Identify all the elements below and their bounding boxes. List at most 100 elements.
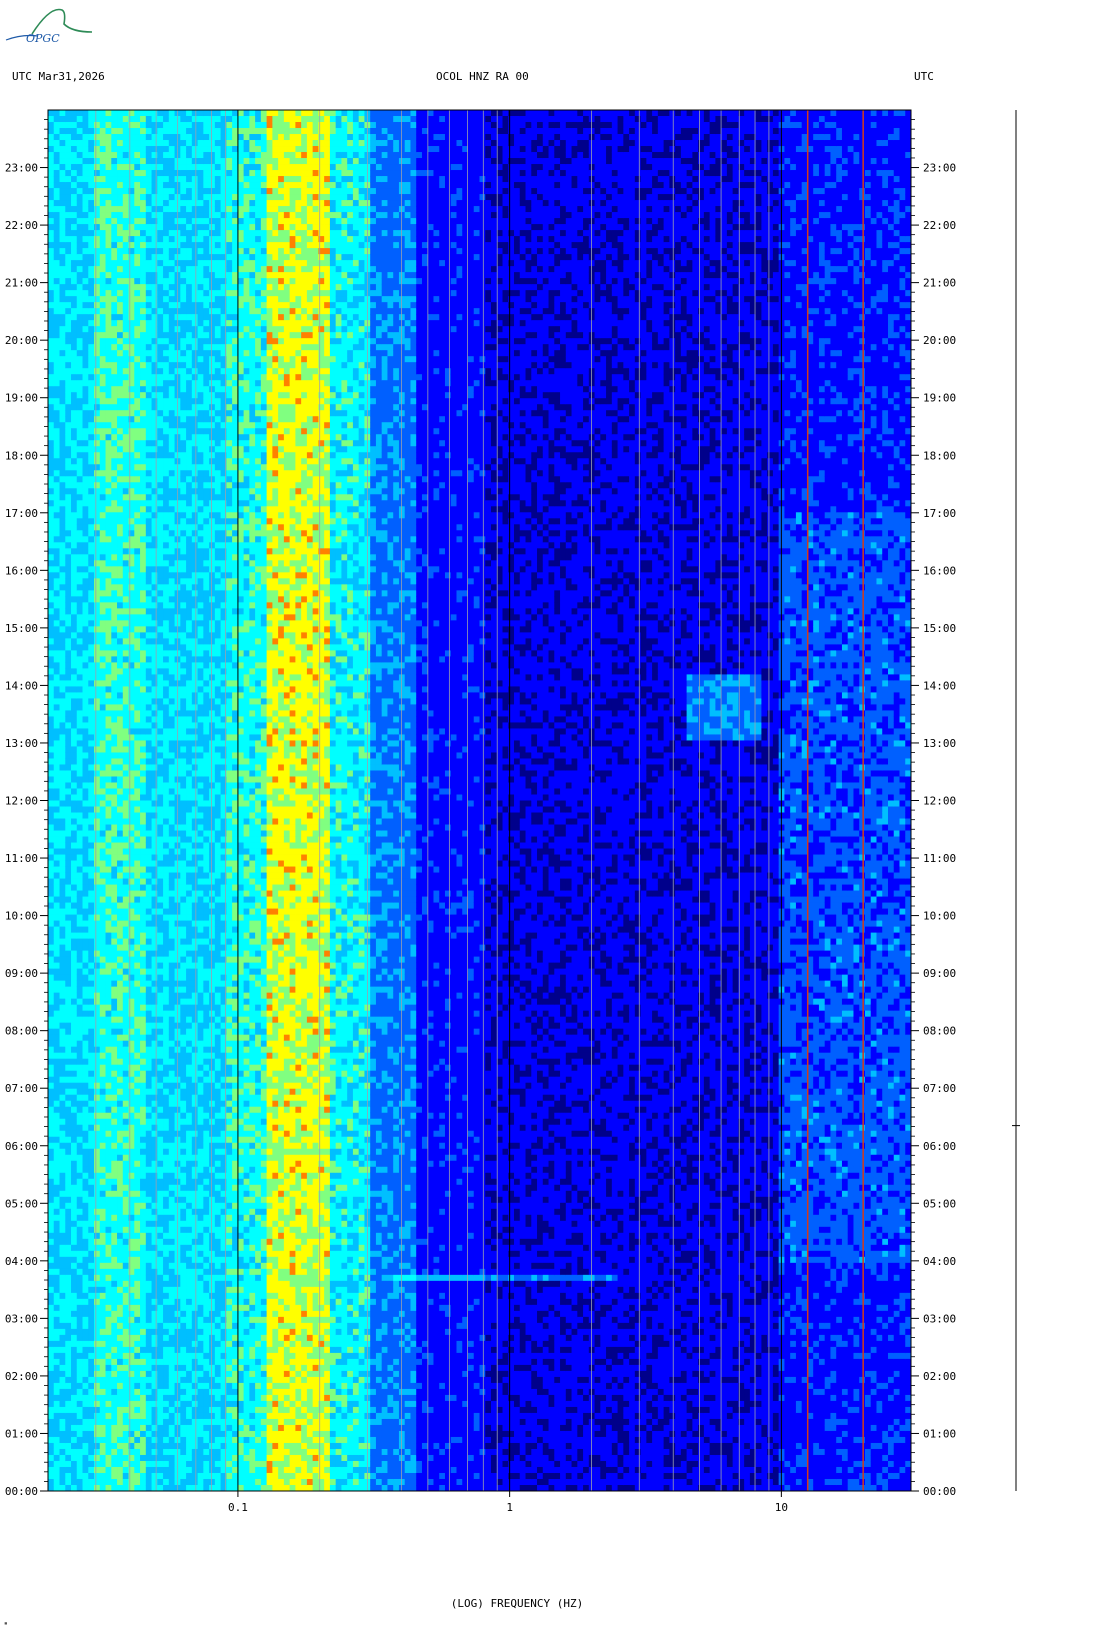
heatmap-cell	[76, 1370, 83, 1378]
heatmap-cell	[76, 500, 83, 507]
heatmap-cell	[88, 1472, 95, 1480]
heatmap-cell	[99, 1400, 106, 1408]
heatmap-cell	[65, 686, 72, 693]
heatmap-cell	[59, 620, 66, 627]
heatmap-cell	[157, 1100, 164, 1108]
heatmap-cell	[128, 974, 135, 982]
heatmap-cell	[105, 1406, 112, 1414]
heatmap-cell	[59, 1106, 66, 1114]
heatmap-cell	[140, 548, 147, 555]
heatmap-cell	[117, 116, 124, 123]
heatmap-cell	[163, 1172, 170, 1180]
heatmap-cell	[168, 968, 175, 976]
heatmap-cell	[145, 1268, 152, 1276]
heatmap-cell	[145, 1340, 152, 1348]
heatmap-cell	[48, 836, 55, 843]
heatmap-cell	[128, 866, 135, 873]
heatmap-cell	[111, 362, 118, 369]
heatmap-cell	[111, 350, 118, 357]
heatmap-cell	[140, 716, 147, 723]
heatmap-cell	[82, 842, 89, 849]
heatmap-cell	[105, 344, 112, 351]
heatmap-cell	[145, 326, 152, 333]
heatmap-cell	[82, 452, 89, 459]
heatmap-cell	[94, 494, 101, 501]
heatmap-cell	[157, 1082, 164, 1090]
heatmap-cell	[111, 1292, 118, 1300]
heatmap-cell	[117, 1400, 124, 1408]
heatmap-cell	[111, 1328, 118, 1336]
heatmap-cell	[105, 1022, 112, 1030]
heatmap-cell	[59, 1148, 66, 1156]
heatmap-cell	[122, 152, 129, 159]
heatmap-cell	[99, 914, 106, 921]
heatmap-cell	[145, 812, 152, 819]
heatmap-cell	[99, 1148, 106, 1156]
heatmap-cell	[163, 1460, 170, 1468]
heatmap-cell	[65, 698, 72, 705]
heatmap-cell	[122, 890, 129, 897]
heatmap-cell	[71, 1418, 78, 1426]
heatmap-cell	[48, 158, 55, 165]
heatmap-cell	[71, 1070, 78, 1078]
heatmap-cell	[163, 692, 170, 699]
heatmap-cell	[88, 812, 95, 819]
heatmap-cell	[151, 1238, 158, 1246]
heatmap-cell	[168, 422, 175, 429]
heatmap-cell	[59, 824, 66, 831]
heatmap-cell	[163, 1196, 170, 1204]
heatmap-cell	[82, 1268, 89, 1276]
heatmap-cell	[105, 248, 112, 255]
heatmap-cell	[163, 272, 170, 279]
heatmap-cell	[65, 644, 72, 651]
heatmap-cell	[82, 1190, 89, 1198]
heatmap-cell	[82, 350, 89, 357]
heatmap-cell	[76, 740, 83, 747]
heatmap-cell	[134, 746, 141, 753]
heatmap-cell	[59, 542, 66, 549]
heatmap-cell	[140, 434, 147, 441]
heatmap-cell	[82, 1286, 89, 1294]
heatmap-cell	[163, 368, 170, 375]
heatmap-cell	[163, 1424, 170, 1432]
heatmap-cell	[145, 1466, 152, 1474]
heatmap-cell	[134, 938, 141, 945]
heatmap-cell	[145, 356, 152, 363]
heatmap-cell	[88, 1010, 95, 1018]
heatmap-cell	[122, 290, 129, 297]
heatmap-cell	[99, 488, 106, 495]
heatmap-cell	[122, 242, 129, 249]
heatmap-cell	[151, 1412, 158, 1420]
heatmap-cell	[105, 956, 112, 964]
heatmap-cell	[59, 764, 66, 771]
heatmap-cell	[99, 1466, 106, 1474]
heatmap-cell	[48, 1088, 55, 1096]
heatmap-cell	[163, 722, 170, 729]
heatmap-cell	[122, 344, 129, 351]
heatmap-cell	[134, 950, 141, 958]
heatmap-cell	[105, 458, 112, 465]
heatmap-cell	[53, 1052, 60, 1060]
heatmap-cell	[168, 1028, 175, 1036]
heatmap-cell	[111, 230, 118, 237]
heatmap-cell	[163, 1160, 170, 1168]
heatmap-cell	[48, 668, 55, 675]
heatmap-cell	[157, 1364, 164, 1372]
heatmap-cell	[140, 1076, 147, 1084]
heatmap-cell	[134, 578, 141, 585]
heatmap-cell	[111, 1190, 118, 1198]
heatmap-cell	[76, 1022, 83, 1030]
heatmap-cell	[140, 422, 147, 429]
heatmap-cell	[88, 1382, 95, 1390]
heatmap-cell	[105, 1076, 112, 1084]
heatmap-cell	[65, 986, 72, 994]
heatmap-cell	[117, 326, 124, 333]
heatmap-cell	[163, 542, 170, 549]
heatmap-cell	[48, 1286, 55, 1294]
heatmap-cell	[168, 866, 175, 873]
heatmap-cell	[53, 1298, 60, 1306]
heatmap-cell	[94, 524, 101, 531]
heatmap-cell	[82, 272, 89, 279]
heatmap-cell	[163, 1076, 170, 1084]
heatmap-cell	[128, 1286, 135, 1294]
